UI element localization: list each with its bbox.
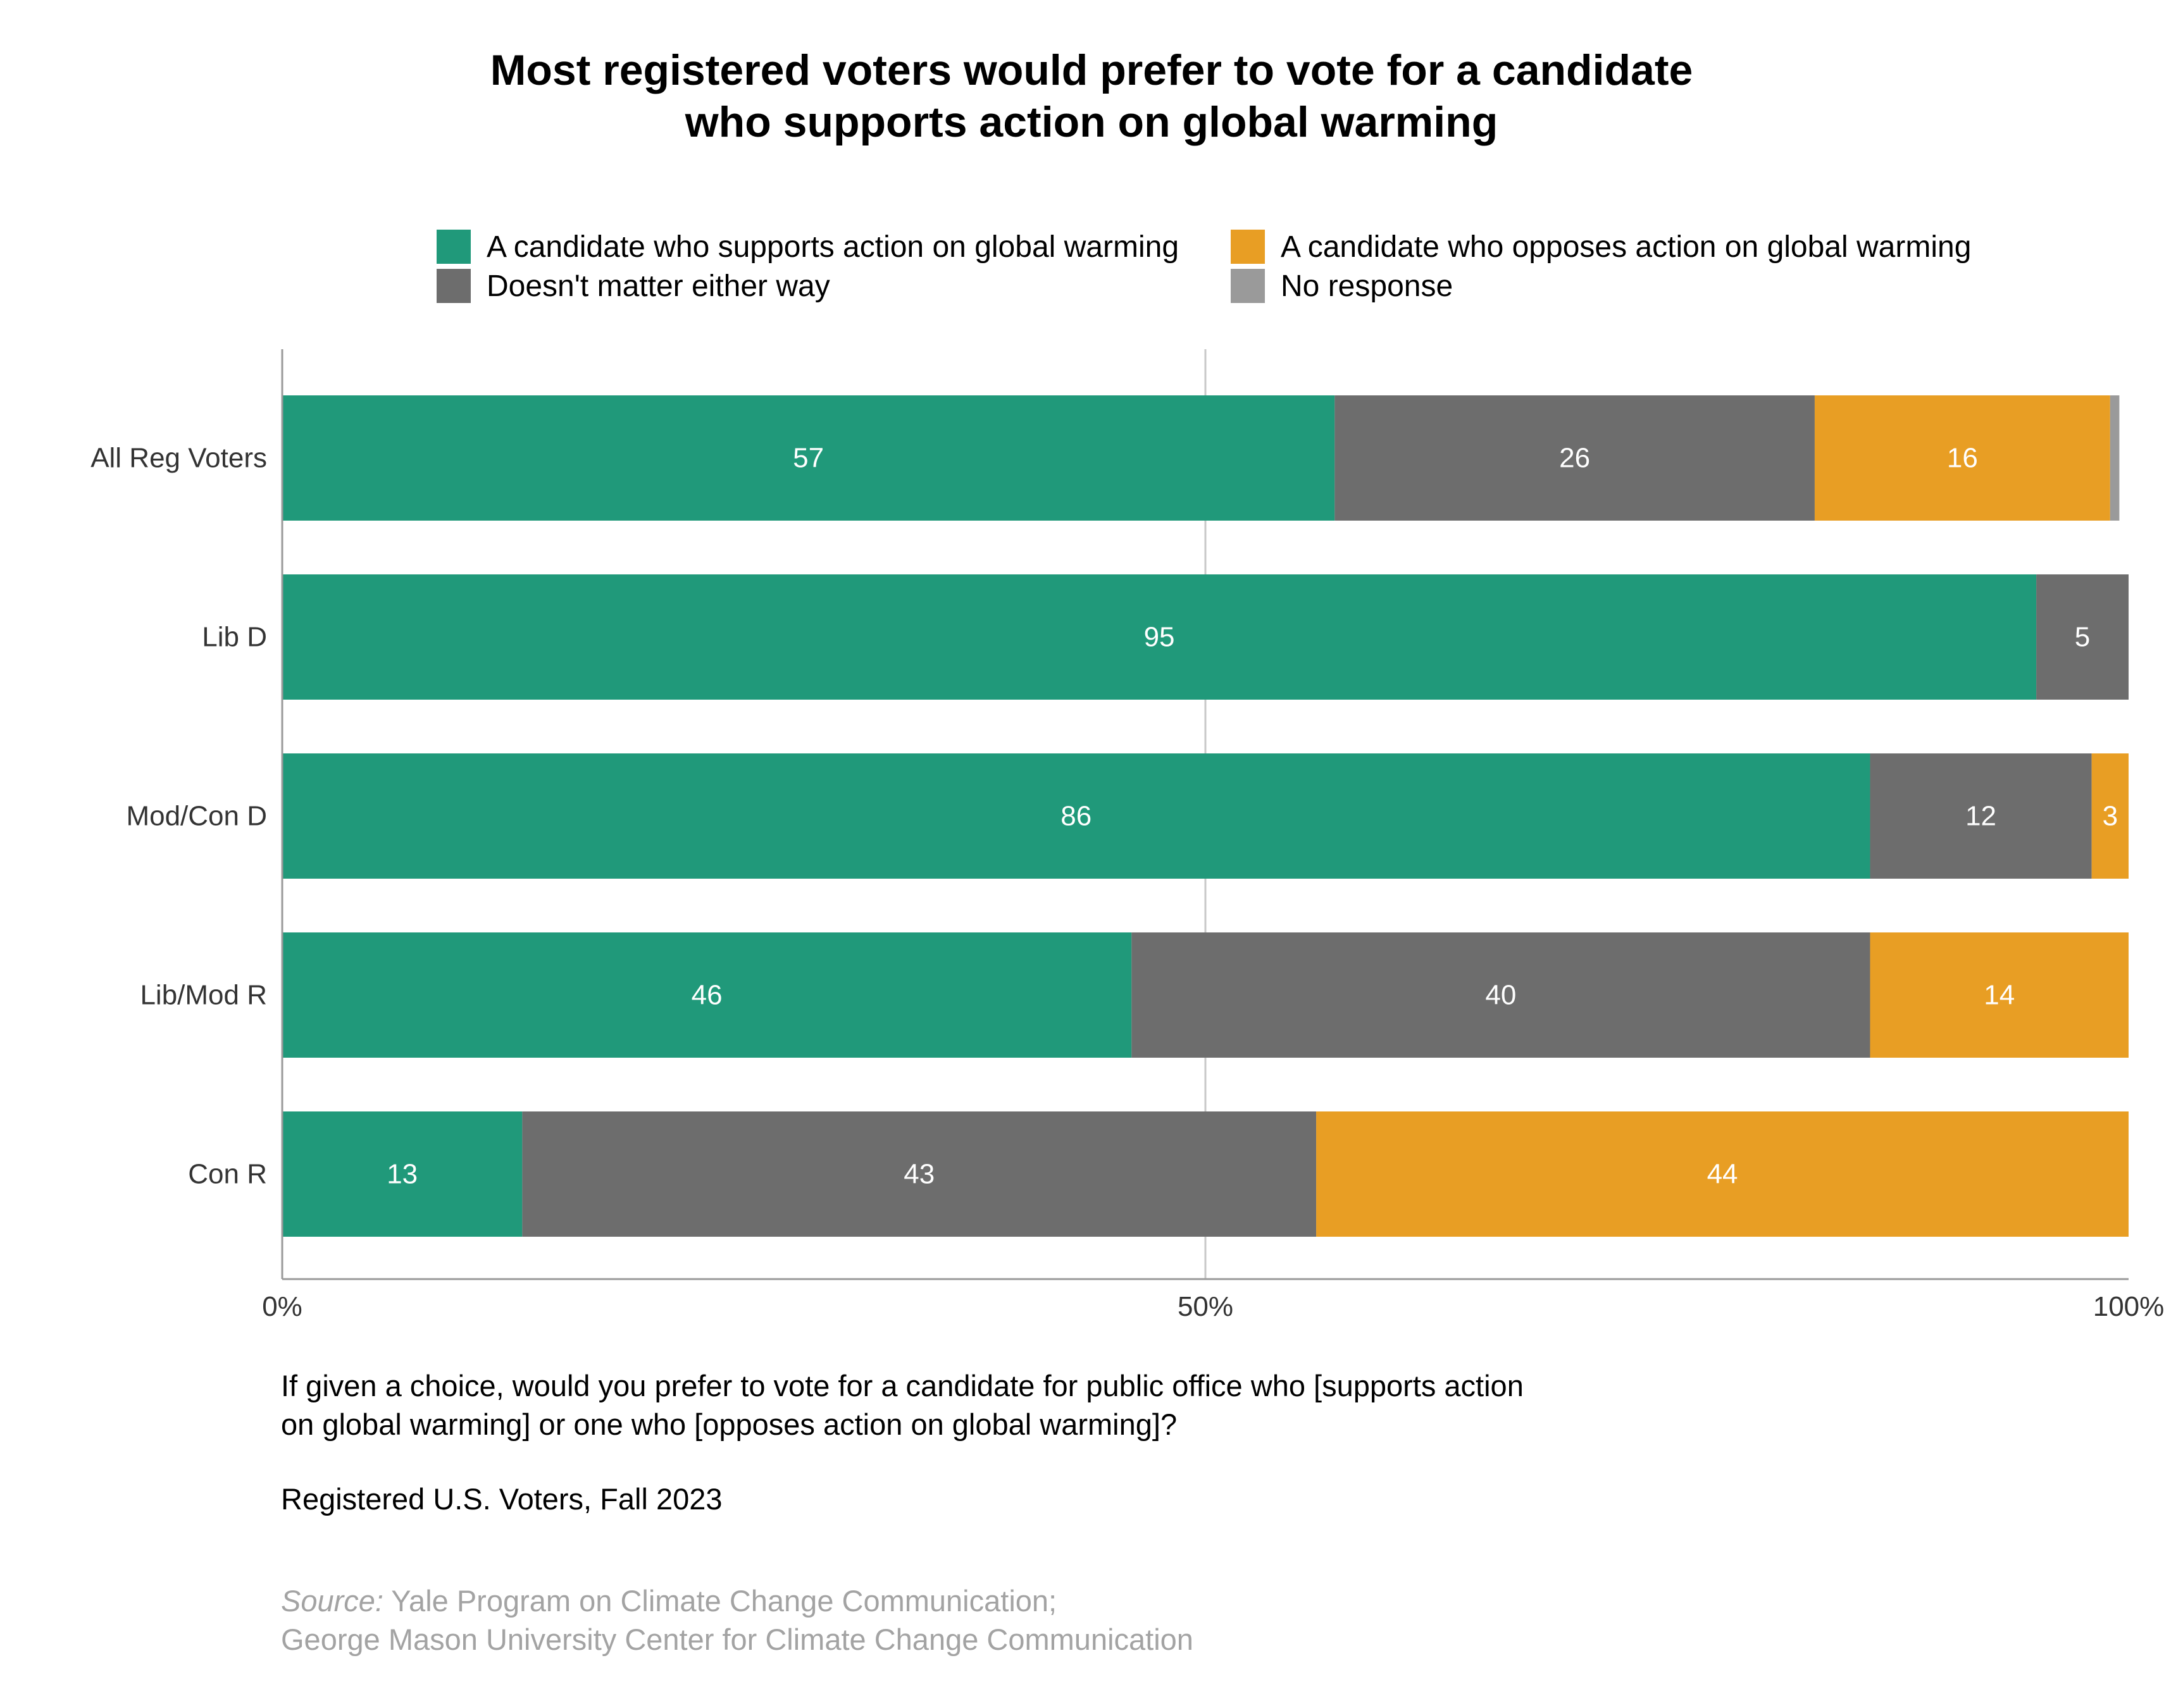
legend-swatch-no-response — [1231, 269, 1265, 303]
bar-supports-0 — [282, 395, 1335, 521]
source-text-1: Yale Program on Climate Change Communica… — [383, 1584, 1057, 1618]
legend-label-doesnt-matter: Doesn't matter either way — [487, 269, 830, 303]
bar-doesnt_matter-3 — [1131, 932, 1870, 1058]
chart-title-line-2: who supports action on global warming — [685, 98, 1498, 146]
x-tick-label-0: 0% — [262, 1291, 302, 1322]
category-label-3: Lib/Mod R — [140, 980, 267, 1011]
legend-label-supports: A candidate who supports action on globa… — [487, 230, 1179, 264]
data-label-opposes-4: 44 — [1707, 1159, 1738, 1190]
legend-swatch-doesnt-matter — [437, 269, 471, 303]
bar-doesnt_matter-0 — [1334, 395, 1815, 521]
data-label-opposes-3: 14 — [1984, 980, 2015, 1011]
bar-opposes-4 — [1316, 1111, 2129, 1237]
chart-title-line-1: Most registered voters would prefer to v… — [490, 46, 1693, 94]
data-label-doesnt_matter-4: 43 — [904, 1159, 935, 1190]
data-label-supports-4: 13 — [387, 1159, 418, 1190]
data-label-doesnt_matter-0: 26 — [1559, 443, 1590, 474]
legend-item-supports: A candidate who supports action on globa… — [437, 228, 1179, 266]
data-label-supports-1: 95 — [1144, 622, 1175, 653]
legend-swatch-supports — [437, 230, 471, 264]
bar-chart: 57 26 16 All Reg Voters 95 5 Lib D 86 12 3 Mod/Con… — [90, 349, 2165, 1322]
bar-doesnt_matter-1 — [2036, 574, 2129, 700]
legend: A candidate who supports action on globa… — [437, 228, 2082, 310]
bar-opposes-3 — [1870, 932, 2129, 1058]
bar-doesnt_matter-4 — [522, 1111, 1317, 1237]
bar-supports-3 — [282, 932, 1132, 1058]
source-line-1: Source: Yale Program on Climate Change C… — [281, 1581, 1193, 1620]
data-label-supports-3: 46 — [692, 980, 723, 1011]
data-label-supports-2: 86 — [1060, 801, 1092, 832]
data-label-doesnt_matter-3: 40 — [1485, 980, 1516, 1011]
category-label-4: Con R — [188, 1159, 267, 1190]
legend-item-no-response: No response — [1231, 267, 1453, 305]
bar-no_response-0 — [2110, 395, 2120, 521]
data-label-opposes-2: 3 — [2103, 801, 2118, 832]
category-label-0: All Reg Voters — [90, 443, 267, 474]
source-label: Source: — [281, 1584, 383, 1618]
bar-supports-1 — [282, 574, 2037, 700]
legend-item-doesnt-matter: Doesn't matter either way — [437, 267, 830, 305]
bar-doesnt_matter-2 — [1870, 753, 2092, 879]
category-label-1: Lib D — [202, 622, 267, 653]
chart-title: Most registered voters would prefer to v… — [0, 44, 2183, 148]
survey-question-line-2: on global warming] or one who [opposes a… — [281, 1408, 1178, 1441]
bar-opposes-2 — [2091, 753, 2129, 879]
bar-supports-2 — [282, 753, 1870, 879]
data-label-doesnt_matter-2: 12 — [1965, 801, 1996, 832]
data-label-supports-0: 57 — [793, 443, 824, 474]
legend-item-opposes: A candidate who opposes action on global… — [1231, 228, 1971, 266]
data-label-opposes-0: 16 — [1947, 443, 1978, 474]
population-note: Registered U.S. Voters, Fall 2023 — [281, 1482, 723, 1516]
x-tick-label-50: 50% — [1178, 1291, 1233, 1322]
source-text-2: George Mason University Center for Clima… — [281, 1623, 1193, 1656]
legend-label-opposes: A candidate who opposes action on global… — [1281, 230, 1972, 264]
category-label-2: Mod/Con D — [126, 801, 267, 832]
survey-question-line-1: If given a choice, would you prefer to v… — [281, 1369, 1524, 1402]
source-note: Source: Yale Program on Climate Change C… — [281, 1581, 1193, 1659]
survey-question: If given a choice, would you prefer to v… — [281, 1366, 1524, 1444]
legend-label-no-response: No response — [1281, 269, 1453, 303]
bar-supports-4 — [282, 1111, 523, 1237]
bar-opposes-0 — [1814, 395, 2110, 521]
legend-swatch-opposes — [1231, 230, 1265, 264]
data-label-doesnt_matter-1: 5 — [2075, 622, 2090, 653]
x-tick-label-100: 100% — [2093, 1291, 2165, 1322]
